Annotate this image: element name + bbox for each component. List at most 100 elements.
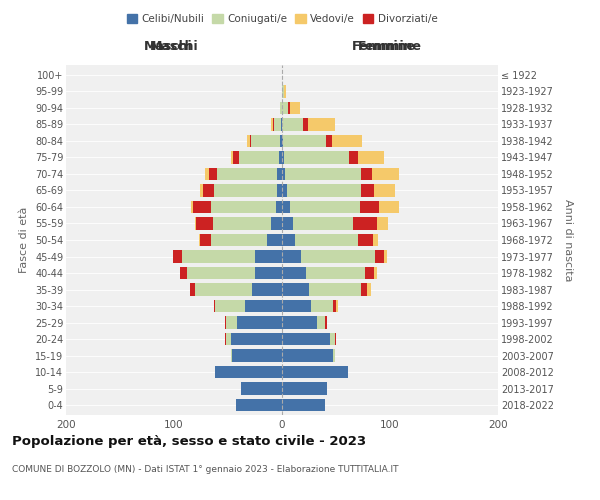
Bar: [374, 267, 377, 279]
Bar: [309, 284, 361, 296]
Bar: [282, 184, 287, 196]
Bar: [209, 168, 217, 180]
Bar: [367, 284, 371, 296]
Text: Maschi: Maschi: [149, 40, 199, 54]
Bar: [282, 201, 290, 213]
Bar: [358, 234, 373, 246]
Bar: [226, 333, 231, 345]
Bar: [333, 350, 335, 362]
Bar: [383, 250, 387, 262]
Bar: [200, 184, 203, 196]
Bar: [301, 250, 375, 262]
Bar: [365, 267, 374, 279]
Bar: [225, 316, 226, 328]
Bar: [358, 152, 383, 164]
Bar: [311, 300, 333, 312]
Bar: [193, 201, 211, 213]
Text: Popolazione per età, sesso e stato civile - 2023: Popolazione per età, sesso e stato civil…: [12, 435, 366, 448]
Bar: [252, 284, 282, 296]
Bar: [199, 234, 200, 246]
Bar: [214, 300, 215, 312]
Bar: [280, 102, 282, 114]
Legend: Celibi/Nubili, Coniugati/e, Vedovi/e, Divorziati/e: Celibi/Nubili, Coniugati/e, Vedovi/e, Di…: [122, 10, 442, 29]
Bar: [282, 267, 306, 279]
Bar: [375, 250, 383, 262]
Bar: [290, 102, 301, 114]
Bar: [190, 284, 194, 296]
Text: COMUNE DI BOZZOLO (MN) - Dati ISTAT 1° gennaio 2023 - Elaborazione TUTTITALIA.IT: COMUNE DI BOZZOLO (MN) - Dati ISTAT 1° g…: [12, 465, 398, 474]
Bar: [361, 168, 371, 180]
Bar: [287, 184, 361, 196]
Bar: [282, 284, 309, 296]
Bar: [214, 184, 277, 196]
Bar: [377, 218, 388, 230]
Bar: [282, 250, 301, 262]
Bar: [205, 168, 209, 180]
Bar: [282, 399, 325, 411]
Bar: [277, 168, 282, 180]
Bar: [194, 284, 252, 296]
Bar: [329, 333, 335, 345]
Bar: [236, 399, 282, 411]
Bar: [325, 316, 328, 328]
Bar: [284, 85, 286, 98]
Bar: [282, 135, 283, 147]
Bar: [200, 234, 211, 246]
Bar: [226, 316, 236, 328]
Text: Femmine: Femmine: [358, 40, 422, 54]
Bar: [231, 333, 282, 345]
Bar: [326, 135, 332, 147]
Bar: [191, 201, 193, 213]
Bar: [274, 118, 281, 130]
Y-axis label: Anni di nascita: Anni di nascita: [563, 198, 573, 281]
Bar: [271, 118, 274, 130]
Bar: [187, 267, 255, 279]
Bar: [332, 135, 362, 147]
Bar: [282, 366, 348, 378]
Bar: [215, 366, 282, 378]
Bar: [182, 250, 255, 262]
Bar: [283, 135, 326, 147]
Bar: [361, 184, 374, 196]
Bar: [231, 152, 233, 164]
Bar: [241, 382, 282, 395]
Bar: [284, 152, 349, 164]
Bar: [306, 267, 365, 279]
Bar: [290, 201, 360, 213]
Bar: [236, 316, 282, 328]
Bar: [282, 234, 295, 246]
Bar: [317, 316, 325, 328]
Bar: [231, 350, 232, 362]
Bar: [282, 168, 285, 180]
Bar: [293, 218, 353, 230]
Bar: [282, 102, 289, 114]
Bar: [282, 333, 329, 345]
Bar: [360, 201, 379, 213]
Bar: [361, 284, 367, 296]
Bar: [213, 218, 271, 230]
Bar: [247, 135, 250, 147]
Bar: [282, 382, 328, 395]
Bar: [333, 300, 336, 312]
Bar: [267, 234, 282, 246]
Bar: [271, 218, 282, 230]
Bar: [196, 218, 213, 230]
Text: Maschi: Maschi: [143, 40, 193, 52]
Bar: [282, 218, 293, 230]
Bar: [308, 118, 335, 130]
Bar: [295, 234, 358, 246]
Bar: [251, 135, 280, 147]
Bar: [282, 85, 284, 98]
Bar: [255, 267, 282, 279]
Bar: [371, 168, 398, 180]
Bar: [281, 118, 282, 130]
Bar: [353, 218, 377, 230]
Bar: [203, 184, 214, 196]
Bar: [289, 102, 290, 114]
Bar: [181, 267, 187, 279]
Bar: [282, 118, 302, 130]
Bar: [280, 135, 282, 147]
Bar: [335, 333, 336, 345]
Bar: [282, 350, 333, 362]
Y-axis label: Fasce di età: Fasce di età: [19, 207, 29, 273]
